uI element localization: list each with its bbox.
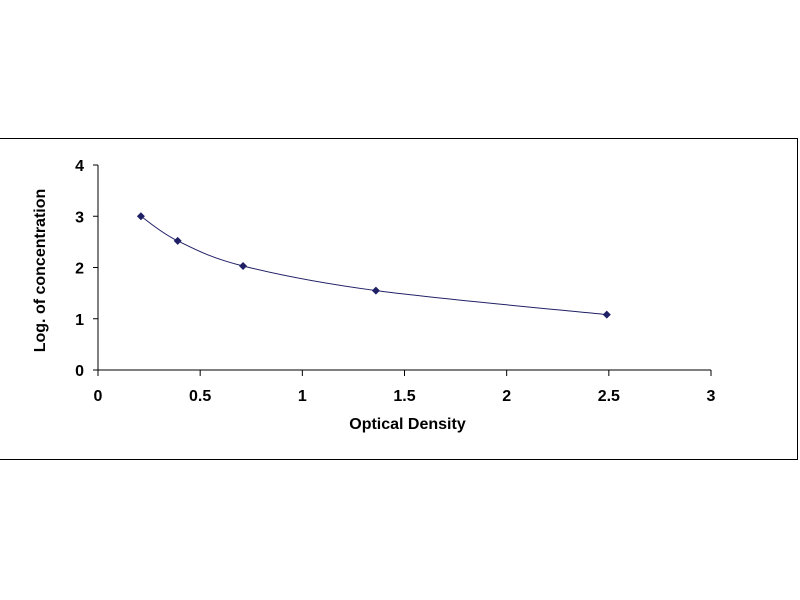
x-ticks: 0 0.5 1 1.5 2 2.5 3 <box>94 370 716 405</box>
data-point-marker <box>602 310 611 319</box>
x-tick-label: 2.5 <box>598 388 620 405</box>
y-tick-label: 2 <box>75 261 84 278</box>
x-tick-label: 0 <box>94 388 103 405</box>
x-tick-label: 3 <box>707 388 716 405</box>
data-point-marker <box>371 286 380 295</box>
chart-frame <box>0 138 798 460</box>
y-tick-label: 3 <box>75 209 84 226</box>
x-tick-label: 1 <box>298 388 307 405</box>
y-tick-label: 0 <box>75 363 84 380</box>
x-tick-label: 1.5 <box>393 388 415 405</box>
y-tick-label: 1 <box>75 312 84 329</box>
x-tick-label: 2 <box>502 388 511 405</box>
x-tick-label: 0.5 <box>189 388 211 405</box>
x-axis-title: Optical Density <box>349 416 466 433</box>
fitted-curve <box>140 215 607 316</box>
y-tick-label: 4 <box>75 158 84 175</box>
data-points <box>136 212 611 319</box>
y-ticks: 0 1 2 3 4 <box>75 158 98 380</box>
data-point-marker <box>136 212 145 221</box>
y-axis-title: Log. of concentration <box>32 189 49 353</box>
axes <box>97 165 711 371</box>
data-point-marker <box>239 261 248 270</box>
data-point-marker <box>173 236 182 245</box>
